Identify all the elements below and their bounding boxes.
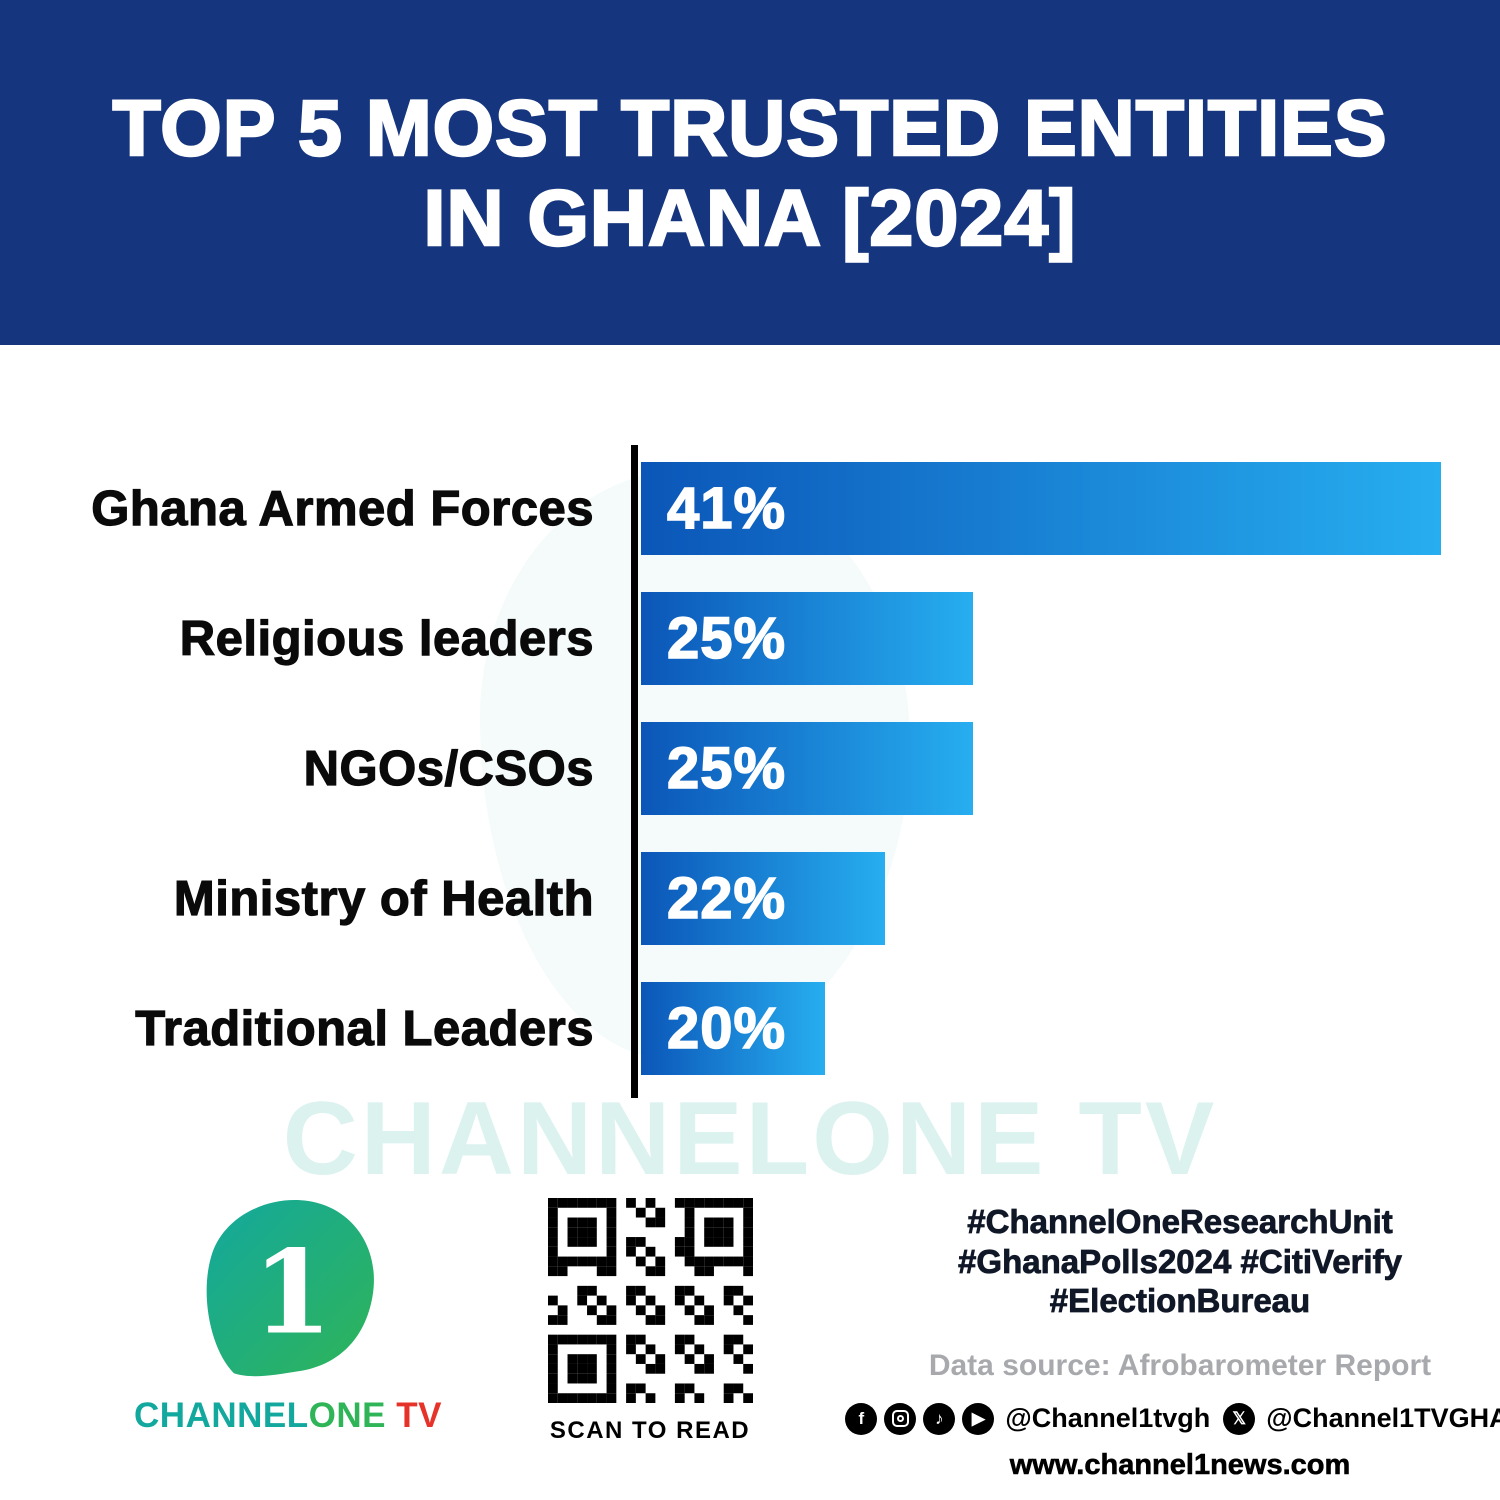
bar-track: 22% <box>641 852 1441 945</box>
header-banner: TOP 5 MOST TRUSTED ENTITIES IN GHANA [20… <box>0 0 1500 345</box>
channel-one-logo-block: 1 CHANNELONE TV <box>118 1188 458 1436</box>
wordmark-tv: TV <box>386 1396 442 1435</box>
bar-value-label: 22% <box>666 865 787 932</box>
bar-ministry-of-health: 22% <box>641 852 885 945</box>
category-label: Traditional Leaders <box>135 1001 595 1056</box>
qr-block: SCAN TO READ <box>540 1198 760 1445</box>
hashtags-line-2: #GhanaPolls2024 #CitiVerify <box>958 1242 1403 1280</box>
bar-religious-leaders: 25% <box>641 592 973 685</box>
category-label: Ghana Armed Forces <box>91 481 594 536</box>
bar-track: 25% <box>641 592 1441 685</box>
bar-value-label: 20% <box>666 995 787 1062</box>
bar-value-label: 25% <box>666 735 787 802</box>
social-handle-x: @Channel1TVGHA <box>1266 1403 1500 1434</box>
bar-ngos-csos: 25% <box>641 722 973 815</box>
hashtags-line-3: #ElectionBureau <box>1049 1282 1311 1320</box>
qr-caption: SCAN TO READ <box>549 1417 751 1444</box>
bar-value-label: 25% <box>666 605 787 672</box>
website-url: www.channel1news.com <box>1009 1448 1351 1481</box>
watermark-text: CHANNELONE TV <box>282 1081 1218 1197</box>
bar-track: 20% <box>641 982 1441 1075</box>
footer-right-block: #ChannelOneResearchUnit #GhanaPolls2024 … <box>845 1202 1500 1482</box>
wordmark-one: ONE <box>308 1396 386 1435</box>
bar-ghana-armed-forces: 41% <box>641 462 1441 555</box>
bar-chart: Ghana Armed Forces 41% Religious leaders… <box>0 445 1500 1098</box>
chart-axis <box>631 445 638 1098</box>
category-label: NGOs/CSOs <box>303 741 594 796</box>
chart-row: Religious leaders 25% <box>0 592 1500 685</box>
category-label: Religious leaders <box>179 611 594 666</box>
page-title-line-1: TOP 5 MOST TRUSTED ENTITIES <box>111 82 1388 174</box>
bar-value-label: 41% <box>666 475 787 542</box>
chart-row: Ghana Armed Forces 41% <box>0 462 1500 555</box>
wordmark-channel: CHANNEL <box>134 1396 309 1435</box>
chart-row: Ministry of Health 22% <box>0 852 1500 945</box>
x-icon: 𝕏 <box>1223 1402 1256 1435</box>
channel-one-logo-icon: 1 <box>206 1200 374 1377</box>
chart-row: NGOs/CSOs 25% <box>0 722 1500 815</box>
facebook-icon: f <box>845 1402 878 1435</box>
category-label: Ministry of Health <box>173 871 594 926</box>
chart-row: Traditional Leaders 20% <box>0 982 1500 1075</box>
tiktok-icon: ♪ <box>923 1402 956 1435</box>
channel-one-wordmark: CHANNELONE TV <box>118 1396 458 1436</box>
hashtags-line-1: #ChannelOneResearchUnit <box>967 1203 1393 1241</box>
bar-traditional-leaders: 20% <box>641 982 825 1075</box>
social-row: f ♪ ▶ @Channel1tvgh 𝕏 @Channel1TVGHA <box>845 1402 1500 1435</box>
bar-track: 41% <box>641 462 1441 555</box>
instagram-icon <box>884 1402 917 1435</box>
bar-track: 25% <box>641 722 1441 815</box>
social-handle-main: @Channel1tvgh <box>1005 1403 1211 1434</box>
qr-code <box>547 1198 753 1403</box>
svg-text:1: 1 <box>252 1225 332 1360</box>
youtube-icon: ▶ <box>962 1402 995 1435</box>
page-title-line-2: IN GHANA [2024] <box>422 171 1077 263</box>
data-source-text: Data source: Afrobarometer Report <box>928 1348 1432 1382</box>
